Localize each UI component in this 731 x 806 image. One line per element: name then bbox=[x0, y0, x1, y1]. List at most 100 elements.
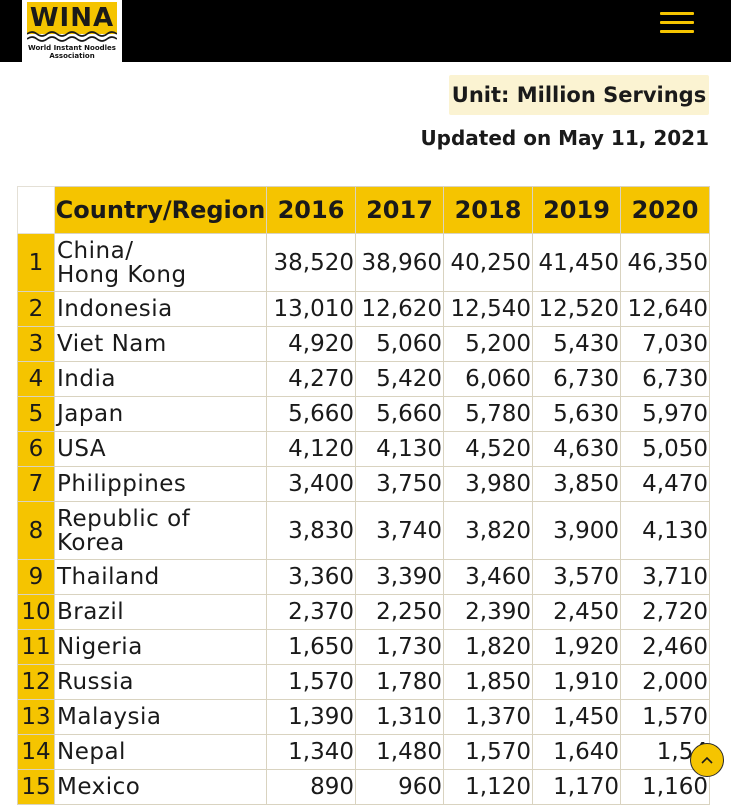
country-cell: Japan bbox=[54, 396, 267, 432]
value-cell-2017: 12,620 bbox=[355, 291, 444, 327]
chevron-up-icon bbox=[701, 756, 713, 764]
value-cell-2020: 6,730 bbox=[620, 361, 710, 397]
value-cell-2019: 3,570 bbox=[532, 559, 621, 595]
value-cell-2016: 4,270 bbox=[266, 361, 356, 397]
rank-cell: 8 bbox=[17, 501, 55, 560]
country-cell: USA bbox=[54, 431, 267, 467]
value-cell-2017: 960 bbox=[355, 769, 444, 805]
rank-cell: 12 bbox=[17, 664, 55, 700]
value-cell-2018: 1,820 bbox=[443, 629, 533, 665]
value-cell-2016: 3,360 bbox=[266, 559, 356, 595]
value-cell-2016: 4,120 bbox=[266, 431, 356, 467]
hamburger-menu-icon[interactable] bbox=[658, 10, 696, 36]
table-row: 2 Indonesia 13,010 12,620 12,540 12,520 12,640 bbox=[17, 291, 710, 327]
value-cell-2019: 1,170 bbox=[532, 769, 621, 805]
table-row: 9 Thailand 3,360 3,390 3,460 3,570 3,710 bbox=[17, 559, 710, 595]
value-cell-2018: 3,460 bbox=[443, 559, 533, 595]
country-cell: Philippines bbox=[54, 466, 267, 502]
rank-cell: 13 bbox=[17, 699, 55, 735]
value-cell-2020: 1,160 bbox=[620, 769, 710, 805]
value-cell-2016: 1,340 bbox=[266, 734, 356, 770]
rank-cell: 3 bbox=[17, 326, 55, 362]
instant-noodle-demand-table: Country/Region 2016 2017 2018 2019 2020 … bbox=[17, 186, 710, 805]
value-cell-2018: 12,540 bbox=[443, 291, 533, 327]
rank-cell: 7 bbox=[17, 466, 55, 502]
scroll-to-top-button[interactable] bbox=[690, 743, 724, 777]
value-cell-2017: 1,780 bbox=[355, 664, 444, 700]
value-cell-2016: 3,400 bbox=[266, 466, 356, 502]
value-cell-2018: 1,850 bbox=[443, 664, 533, 700]
table-header-row: Country/Region 2016 2017 2018 2019 2020 bbox=[17, 186, 710, 234]
value-cell-2016: 1,390 bbox=[266, 699, 356, 735]
logo-wordmark: WINA bbox=[27, 2, 117, 34]
value-cell-2019: 3,850 bbox=[532, 466, 621, 502]
value-cell-2018: 5,780 bbox=[443, 396, 533, 432]
value-cell-2019: 1,640 bbox=[532, 734, 621, 770]
table-row: 4 India 4,270 5,420 6,060 6,730 6,730 bbox=[17, 361, 710, 397]
rank-cell: 5 bbox=[17, 396, 55, 432]
value-cell-2020: 2,000 bbox=[620, 664, 710, 700]
column-header-country: Country/Region bbox=[54, 186, 267, 234]
rank-cell: 9 bbox=[17, 559, 55, 595]
rank-cell: 6 bbox=[17, 431, 55, 467]
country-cell: Russia bbox=[54, 664, 267, 700]
value-cell-2020: 4,130 bbox=[620, 501, 710, 560]
value-cell-2018: 3,820 bbox=[443, 501, 533, 560]
rank-cell: 10 bbox=[17, 594, 55, 630]
value-cell-2019: 6,730 bbox=[532, 361, 621, 397]
value-cell-2020: 2,460 bbox=[620, 629, 710, 665]
value-cell-2018: 4,520 bbox=[443, 431, 533, 467]
value-cell-2017: 5,660 bbox=[355, 396, 444, 432]
country-cell: Nigeria bbox=[54, 629, 267, 665]
value-cell-2019: 4,630 bbox=[532, 431, 621, 467]
value-cell-2018: 1,570 bbox=[443, 734, 533, 770]
rank-cell: 15 bbox=[17, 769, 55, 805]
noodle-waves-icon bbox=[27, 31, 117, 42]
column-header-2017: 2017 bbox=[355, 186, 444, 234]
value-cell-2018: 5,200 bbox=[443, 326, 533, 362]
value-cell-2020: 5,970 bbox=[620, 396, 710, 432]
country-cell: Nepal bbox=[54, 734, 267, 770]
value-cell-2016: 2,370 bbox=[266, 594, 356, 630]
table-body: 1 China/ Hong Kong 38,520 38,960 40,250 41,45… bbox=[17, 233, 710, 805]
value-cell-2016: 1,570 bbox=[266, 664, 356, 700]
value-cell-2017: 1,310 bbox=[355, 699, 444, 735]
country-cell: Mexico bbox=[54, 769, 267, 805]
value-cell-2020: 46,350 bbox=[620, 233, 710, 292]
unit-label: Unit: Million Servings bbox=[449, 75, 709, 115]
rank-cell: 14 bbox=[17, 734, 55, 770]
value-cell-2017: 5,060 bbox=[355, 326, 444, 362]
table-row: 6 USA 4,120 4,130 4,520 4,630 5,050 bbox=[17, 431, 710, 467]
rank-cell: 4 bbox=[17, 361, 55, 397]
country-cell: India bbox=[54, 361, 267, 397]
country-cell: Republic of Korea bbox=[54, 501, 267, 560]
value-cell-2018: 6,060 bbox=[443, 361, 533, 397]
value-cell-2017: 3,390 bbox=[355, 559, 444, 595]
value-cell-2016: 1,650 bbox=[266, 629, 356, 665]
value-cell-2017: 5,420 bbox=[355, 361, 444, 397]
table-row: 10 Brazil 2,370 2,250 2,390 2,450 2,720 bbox=[17, 594, 710, 630]
country-cell: Indonesia bbox=[54, 291, 267, 327]
value-cell-2017: 1,730 bbox=[355, 629, 444, 665]
column-header-rank bbox=[17, 186, 55, 234]
value-cell-2017: 2,250 bbox=[355, 594, 444, 630]
rank-cell: 2 bbox=[17, 291, 55, 327]
table-row: 11 Nigeria 1,650 1,730 1,820 1,920 2,460 bbox=[17, 629, 710, 665]
table-row: 5 Japan 5,660 5,660 5,780 5,630 5,970 bbox=[17, 396, 710, 432]
value-cell-2016: 38,520 bbox=[266, 233, 356, 292]
value-cell-2017: 1,480 bbox=[355, 734, 444, 770]
value-cell-2018: 1,370 bbox=[443, 699, 533, 735]
country-cell: Malaysia bbox=[54, 699, 267, 735]
value-cell-2019: 5,430 bbox=[532, 326, 621, 362]
rank-cell: 11 bbox=[17, 629, 55, 665]
value-cell-2020: 1,570 bbox=[620, 699, 710, 735]
value-cell-2020: 3,710 bbox=[620, 559, 710, 595]
country-cell: Viet Nam bbox=[54, 326, 267, 362]
value-cell-2018: 40,250 bbox=[443, 233, 533, 292]
value-cell-2016: 5,660 bbox=[266, 396, 356, 432]
top-navigation-bar: WINA World Instant Noodles Association bbox=[0, 0, 731, 62]
value-cell-2019: 3,900 bbox=[532, 501, 621, 560]
wina-logo[interactable]: WINA World Instant Noodles Association bbox=[22, 0, 122, 62]
value-cell-2019: 1,450 bbox=[532, 699, 621, 735]
value-cell-2020: 5,050 bbox=[620, 431, 710, 467]
